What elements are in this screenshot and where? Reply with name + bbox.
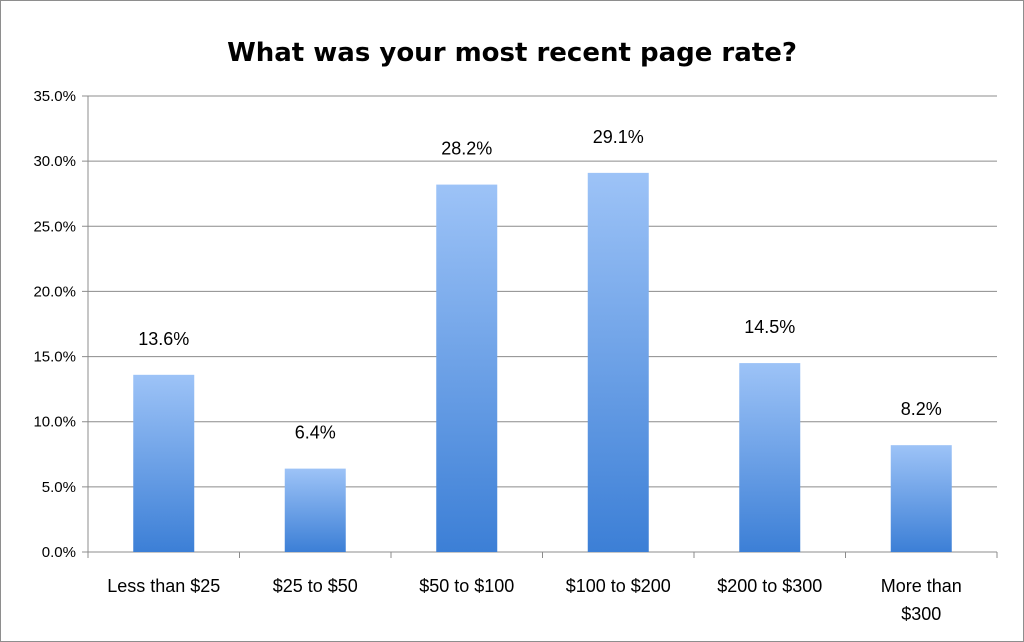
bar xyxy=(739,363,801,552)
y-tick-label: 10.0% xyxy=(33,414,76,431)
x-category-label: $200 to $300 xyxy=(717,576,822,596)
y-tick-label: 30.0% xyxy=(33,153,76,170)
x-category-label: More than $300 xyxy=(881,576,962,624)
x-category-label: $25 to $50 xyxy=(273,576,358,596)
data-label: 13.6% xyxy=(138,329,189,349)
data-label: 8.2% xyxy=(901,399,942,419)
bar xyxy=(284,468,346,552)
bar xyxy=(436,184,498,552)
y-tick-label: 15.0% xyxy=(33,349,76,366)
bar xyxy=(587,172,649,552)
y-tick-label: 5.0% xyxy=(42,479,76,496)
data-label: 28.2% xyxy=(441,139,492,159)
y-tick-label: 0.0% xyxy=(42,544,76,561)
bars xyxy=(133,172,952,552)
x-category-label: $50 to $100 xyxy=(419,576,514,596)
data-label: 6.4% xyxy=(295,423,336,443)
x-axis-categories: Less than $25 $25 to $50 $50 to $100 $100 t… xyxy=(107,576,962,624)
y-axis-ticks: 0.0% 5.0% 10.0% 15.0% 20.0% 25.0% 30.0% 35.0% xyxy=(33,88,76,561)
x-category-label: $100 to $200 xyxy=(566,576,671,596)
bar xyxy=(890,445,952,552)
gridlines xyxy=(82,95,998,558)
data-labels: 13.6% 6.4% 28.2% 29.1% 14.5% 8.2% xyxy=(138,127,942,443)
y-tick-label: 20.0% xyxy=(33,283,76,300)
y-tick-label: 25.0% xyxy=(33,218,76,235)
x-category-label: Less than $25 xyxy=(107,576,220,596)
y-tick-label: 35.0% xyxy=(33,88,76,105)
chart-title: What was your most recent page rate? xyxy=(227,38,797,68)
data-label: 14.5% xyxy=(744,317,795,337)
data-label: 29.1% xyxy=(593,127,644,147)
bar xyxy=(133,374,195,552)
